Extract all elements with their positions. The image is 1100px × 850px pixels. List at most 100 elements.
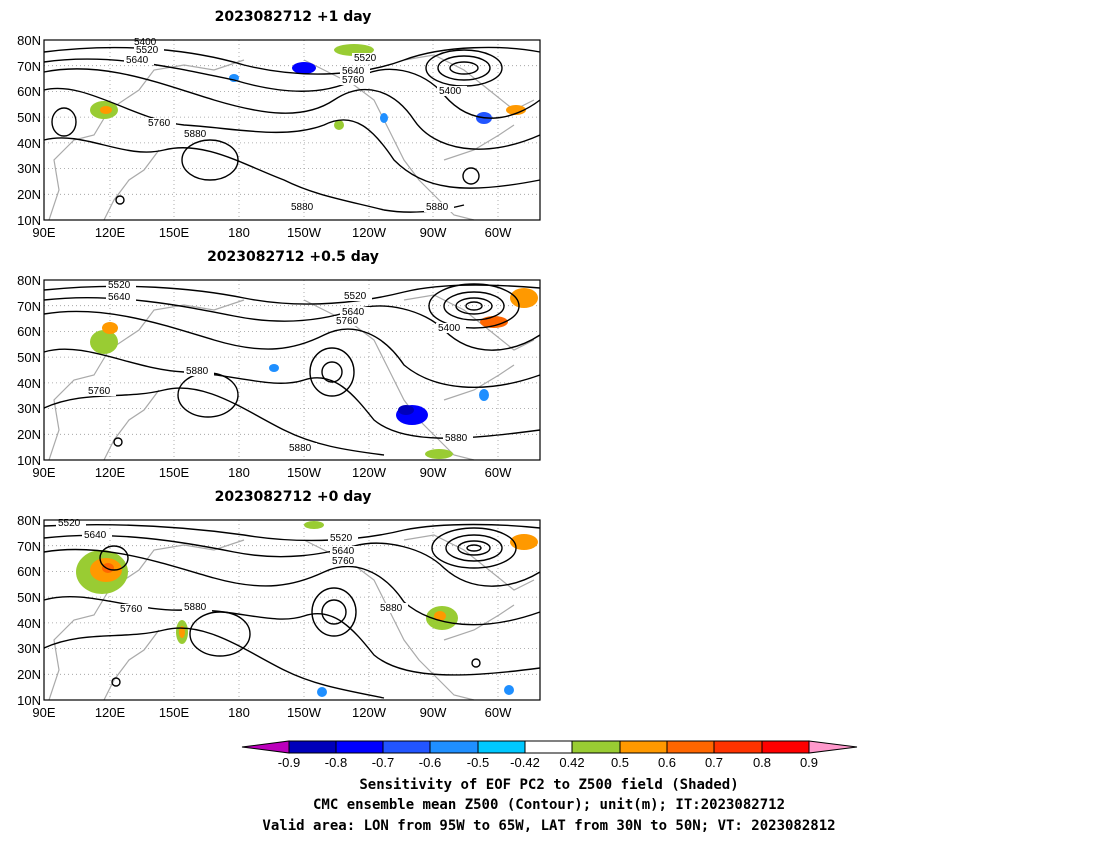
lon-label: 60W xyxy=(485,225,512,240)
panel-title: 2023082712 +0.5 day xyxy=(207,249,379,265)
lon-label: 120W xyxy=(352,465,387,480)
contour-labels: 5400 5520 5640 5760 5880 5520 5640 5760 … xyxy=(124,37,467,213)
lat-label: 50N xyxy=(17,350,41,365)
panel-title: 2023082712 +1 day xyxy=(215,9,372,25)
contour-label: 5880 xyxy=(186,366,209,377)
colorbar-segment xyxy=(571,740,621,754)
lat-label: 40N xyxy=(17,616,41,631)
panel-plus-1-day: 2023082712 +1 day xyxy=(17,9,541,240)
lat-label: 20N xyxy=(17,667,41,682)
lat-label: 40N xyxy=(17,376,41,391)
map-area: 5400 5520 5640 5760 5880 5520 5640 5760 … xyxy=(43,37,541,221)
panel-plus-half-day: 2023082712 +0.5 day xyxy=(17,249,541,480)
lat-axis: 80N 70N 60N 50N 40N 30N 20N 10N xyxy=(17,513,41,708)
lat-label: 70N xyxy=(17,299,41,314)
map-frame xyxy=(43,279,541,461)
lat-label: 30N xyxy=(17,161,41,176)
colorbar-arrow-low xyxy=(241,740,290,754)
colorbar-segment xyxy=(477,740,526,754)
lat-label: 10N xyxy=(17,693,41,708)
contour-label: 5520 xyxy=(354,53,377,64)
colorbar-tick: -0.7 xyxy=(372,755,394,770)
lat-label: 40N xyxy=(17,136,41,151)
colorbar-tick: -0.8 xyxy=(325,755,347,770)
panel-plus-0-day: 2023082712 +0 day xyxy=(17,489,541,720)
colorbar-tick: 0.8 xyxy=(753,755,771,770)
contour-label: 5520 xyxy=(330,533,353,544)
lat-label: 30N xyxy=(17,401,41,416)
lon-label: 60W xyxy=(485,465,512,480)
lon-label: 180 xyxy=(228,225,250,240)
lon-label: 90W xyxy=(420,225,447,240)
lon-label: 90W xyxy=(420,705,447,720)
lat-label: 60N xyxy=(17,564,41,579)
contour-labels: 5520 5640 5760 5880 5520 5640 5760 5880 xyxy=(56,518,408,615)
colorbar-tick: -0.6 xyxy=(419,755,441,770)
colorbar-tick: -0.5 xyxy=(467,755,489,770)
colorbar-segment xyxy=(713,740,763,754)
map-frame xyxy=(43,519,541,701)
colorbar-ticks: -0.9 -0.8 -0.7 -0.6 -0.5 -0.42 0.42 0.5 … xyxy=(278,755,818,770)
lon-label: 90E xyxy=(32,705,55,720)
contour-label: 5520 xyxy=(136,45,159,56)
lat-label: 80N xyxy=(17,273,41,288)
lat-axis: 80N 70N 60N 50N 40N 30N 20N 10N xyxy=(17,273,41,468)
contour-label: 5880 xyxy=(426,202,449,213)
lat-label: 10N xyxy=(17,213,41,228)
lon-label: 90E xyxy=(32,465,55,480)
colorbar-tick: 0.6 xyxy=(658,755,676,770)
map-frame xyxy=(43,39,541,221)
colorbar-segment xyxy=(429,740,479,754)
contour-label: 5760 xyxy=(88,386,111,397)
lat-label: 30N xyxy=(17,641,41,656)
lat-label: 20N xyxy=(17,427,41,442)
lon-axis: 90E 120E 150E 180 150W 120W 90W 60W xyxy=(32,465,512,480)
lon-label: 150W xyxy=(287,705,322,720)
contour-labels: 5520 5640 5760 5880 5520 5640 5760 5400 … xyxy=(86,280,473,454)
lat-label: 50N xyxy=(17,590,41,605)
lon-label: 150W xyxy=(287,465,322,480)
colorbar-arrow-high xyxy=(808,740,858,754)
contour-label: 5640 xyxy=(342,307,365,318)
lat-label: 70N xyxy=(17,539,41,554)
sensitivity-shading xyxy=(90,288,538,459)
colorbar-segment xyxy=(761,740,810,754)
contour-label: 5640 xyxy=(126,55,149,66)
caption-line-1: Sensitivity of EOF PC2 to Z500 field (Sh… xyxy=(359,777,738,793)
contour-label: 5640 xyxy=(84,530,107,541)
map-area: 5520 5640 5760 5880 5520 5640 5760 5400 … xyxy=(43,279,541,461)
lon-label: 150W xyxy=(287,225,322,240)
contour-label: 5880 xyxy=(380,603,403,614)
colorbar-tick: -0.42 xyxy=(510,755,540,770)
colorbar-segment xyxy=(335,740,384,754)
caption-line-3: Valid area: LON from 95W to 65W, LAT fro… xyxy=(262,818,835,834)
lon-label: 120E xyxy=(95,465,126,480)
contour-label: 5640 xyxy=(332,546,355,557)
caption-line-2: CMC ensemble mean Z500 (Contour); unit(m… xyxy=(313,797,785,813)
contour-label: 5400 xyxy=(439,86,462,97)
lat-label: 50N xyxy=(17,110,41,125)
lat-axis: 80N 70N 60N 50N 40N 30N 20N 10N xyxy=(17,33,41,228)
z500-contours xyxy=(43,46,541,213)
contour-label: 5760 xyxy=(148,118,171,129)
contour-label: 5880 xyxy=(445,433,468,444)
caption: Sensitivity of EOF PC2 to Z500 field (Sh… xyxy=(262,777,835,834)
contour-label: 5520 xyxy=(344,291,367,302)
colorbar-segment xyxy=(619,740,668,754)
lon-label: 150E xyxy=(159,705,190,720)
lon-label: 120W xyxy=(352,705,387,720)
contour-label: 5760 xyxy=(342,75,365,86)
contour-label: 5520 xyxy=(58,518,81,529)
contour-label: 5880 xyxy=(184,129,207,140)
lat-label: 60N xyxy=(17,324,41,339)
colorbar-tick: 0.5 xyxy=(611,755,629,770)
colorbar-segment xyxy=(288,740,337,754)
lon-axis: 90E 120E 150E 180 150W 120W 90W 60W xyxy=(32,225,512,240)
lat-label: 70N xyxy=(17,59,41,74)
contour-label: 5400 xyxy=(438,323,461,334)
contour-label: 5760 xyxy=(336,316,359,327)
contour-label: 5640 xyxy=(108,292,131,303)
lon-label: 120E xyxy=(95,705,126,720)
lon-label: 90E xyxy=(32,225,55,240)
